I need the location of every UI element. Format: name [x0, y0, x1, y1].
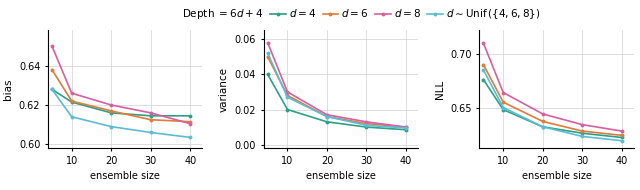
Legend: Depth $= 6d+4$, $d=4$, $d=6$, $d=8$, $d\sim\mathrm{Unif}\,({\{4,6,8\}})$: Depth $= 6d+4$, $d=4$, $d=6$, $d=8$, $d\… [159, 3, 545, 26]
X-axis label: ensemble size: ensemble size [306, 171, 376, 181]
Y-axis label: bias: bias [3, 78, 13, 100]
X-axis label: ensemble size: ensemble size [522, 171, 591, 181]
Y-axis label: variance: variance [219, 67, 229, 112]
Y-axis label: NLL: NLL [435, 80, 445, 99]
X-axis label: ensemble size: ensemble size [90, 171, 160, 181]
